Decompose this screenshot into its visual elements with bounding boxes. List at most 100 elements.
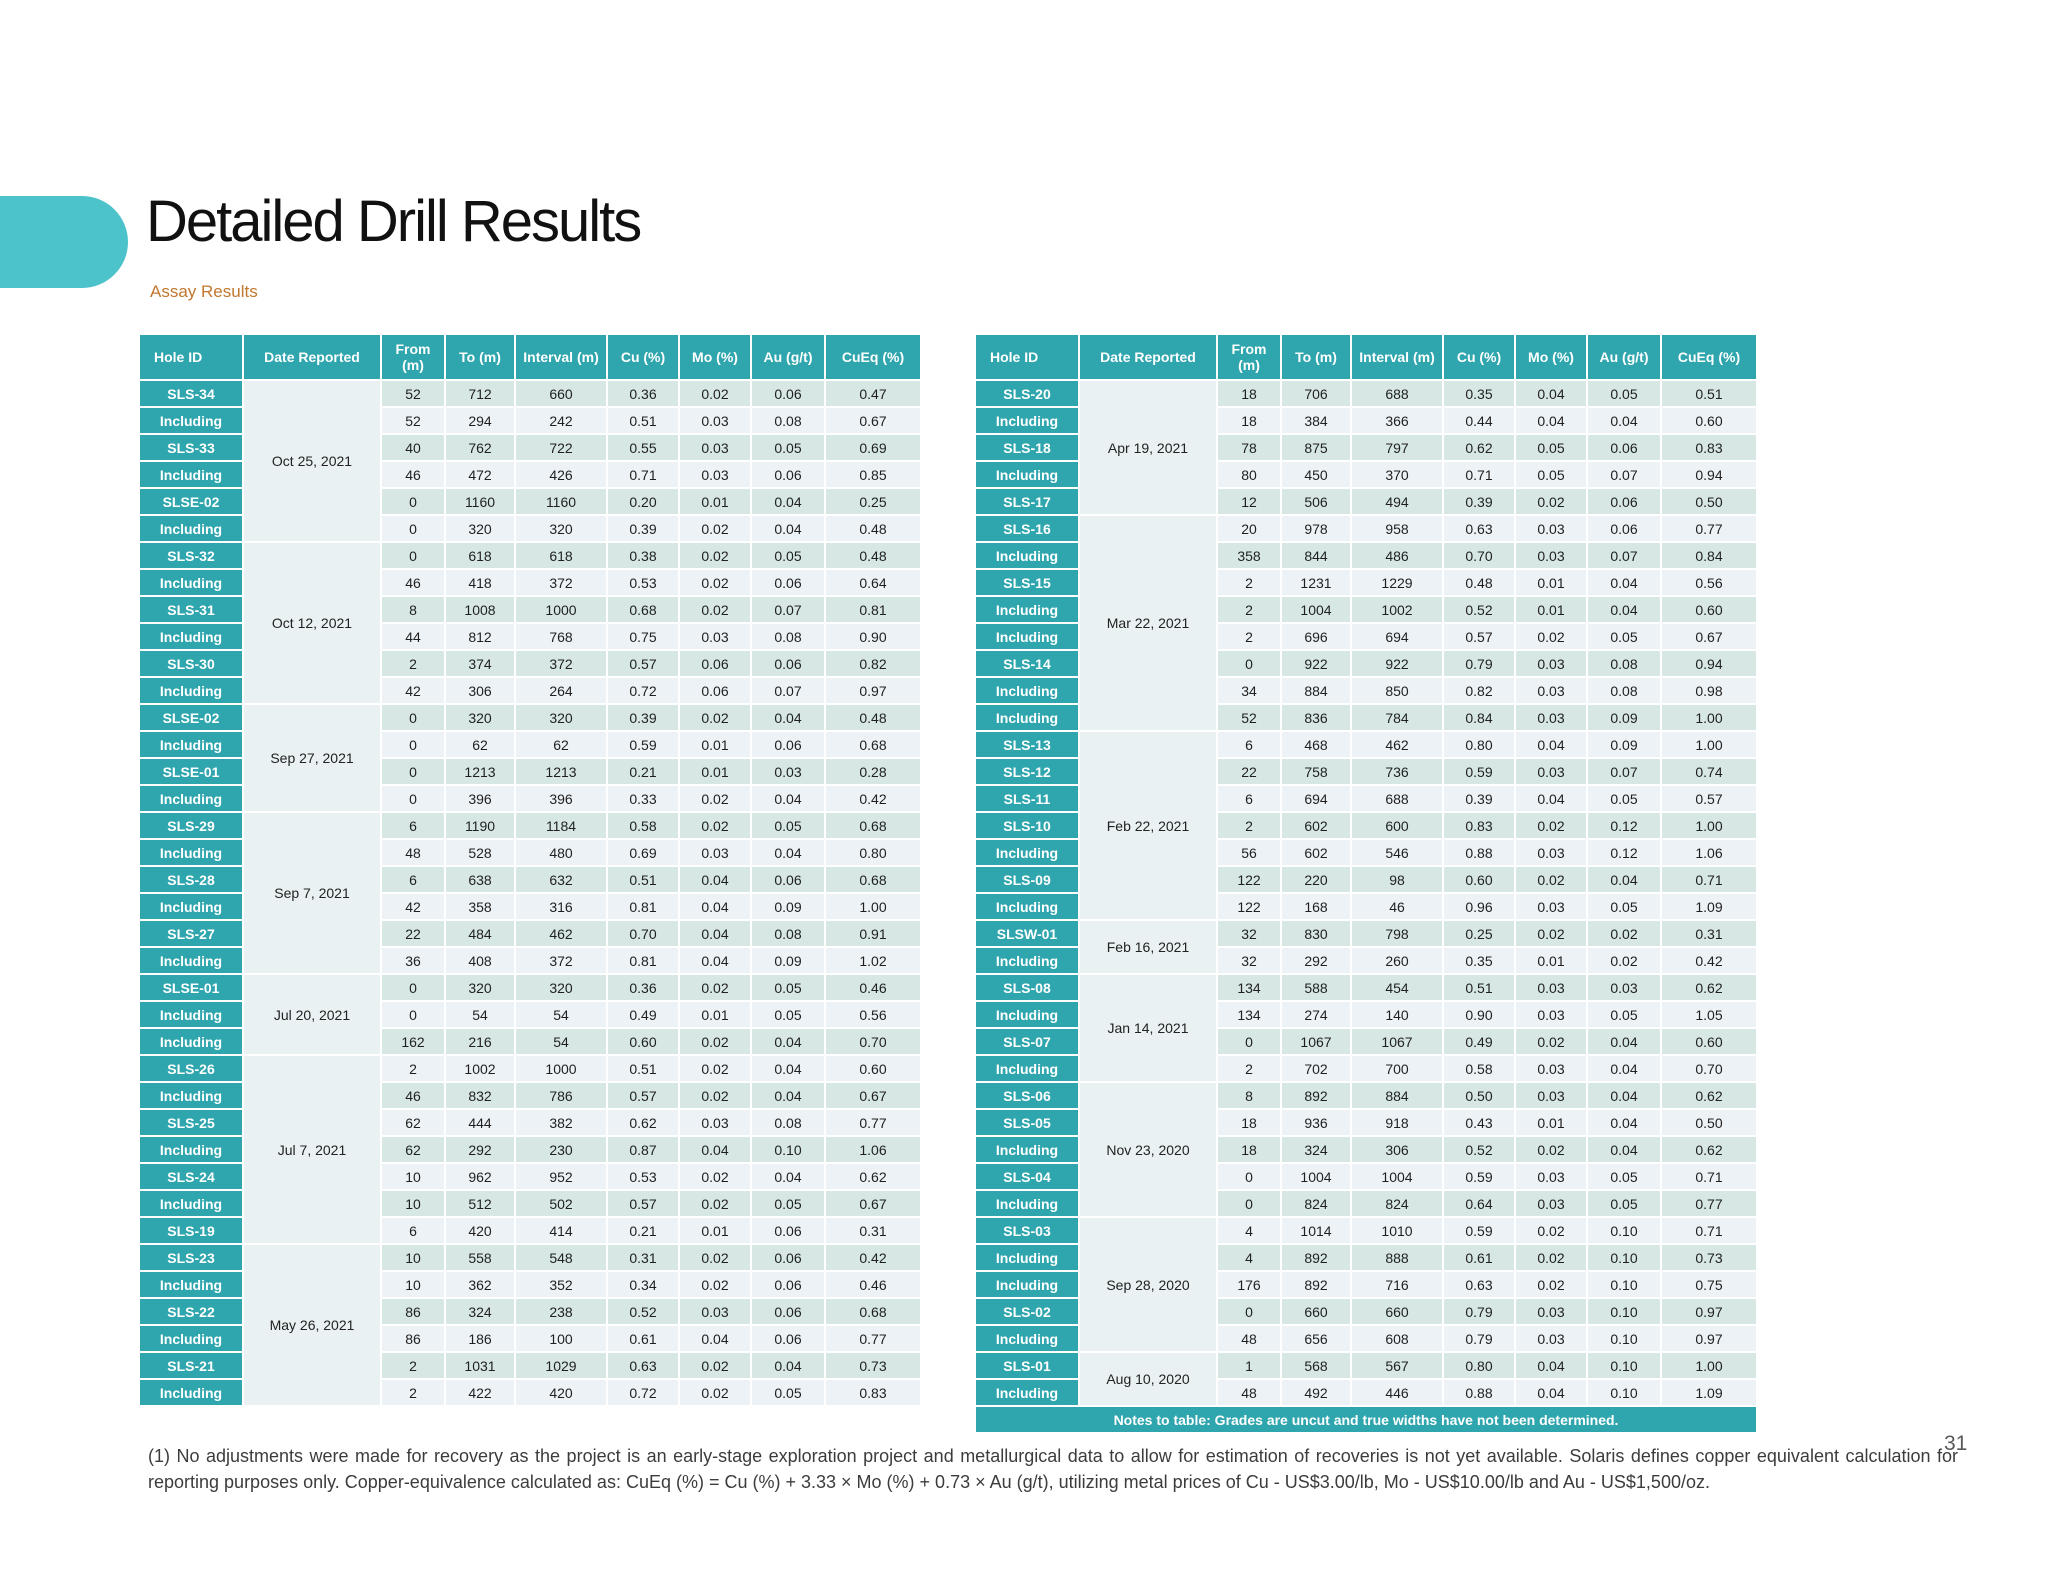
column-header: Interval (m) bbox=[516, 335, 606, 379]
value-cell: 0.64 bbox=[1444, 1191, 1514, 1216]
value-cell: 0.39 bbox=[1444, 786, 1514, 811]
value-cell: 62 bbox=[382, 1110, 444, 1135]
value-cell: 0.63 bbox=[1444, 516, 1514, 541]
value-cell: 0.52 bbox=[608, 1299, 678, 1324]
table-row: SLS-04 0 1004 1004 0.59 0.03 0.05 0.71 bbox=[976, 1164, 1756, 1189]
table-row: SLS-24 10 962 952 0.53 0.02 0.04 0.62 bbox=[140, 1164, 920, 1189]
hole-id-cell: SLSE-02 bbox=[140, 705, 242, 730]
value-cell: 892 bbox=[1282, 1083, 1350, 1108]
value-cell: 0.38 bbox=[608, 543, 678, 568]
hole-id-cell: Including bbox=[976, 705, 1078, 730]
table-row: SLS-26 Jul 7, 2021 2 1002 1000 0.51 0.02 0.04 0.… bbox=[140, 1056, 920, 1243]
value-cell: 134 bbox=[1218, 1002, 1280, 1027]
value-cell: 0.01 bbox=[680, 1218, 750, 1243]
value-cell: 324 bbox=[446, 1299, 514, 1324]
value-cell: 758 bbox=[1282, 759, 1350, 784]
value-cell: 0.21 bbox=[608, 1218, 678, 1243]
value-cell: 10 bbox=[382, 1164, 444, 1189]
value-cell: 46 bbox=[382, 1083, 444, 1108]
value-cell: 0.05 bbox=[1516, 435, 1586, 460]
table-row: SLS-01 Aug 10, 2020 1 568 567 0.80 0.04 0.10 1.0… bbox=[976, 1353, 1756, 1405]
value-cell: 0.06 bbox=[752, 462, 824, 487]
value-cell: 688 bbox=[1352, 786, 1442, 811]
value-cell: 0.08 bbox=[752, 624, 824, 649]
table-row: Including 2 696 694 0.57 0.02 0.05 0.67 bbox=[976, 624, 1756, 649]
value-cell: 0.58 bbox=[1444, 1056, 1514, 1081]
table-row: SLSE-01 0 1213 1213 0.21 0.01 0.03 0.28 bbox=[140, 759, 920, 784]
value-cell: 0.04 bbox=[1516, 786, 1586, 811]
value-cell: 4 bbox=[1218, 1245, 1280, 1270]
value-cell: 700 bbox=[1352, 1056, 1442, 1081]
value-cell: 0 bbox=[382, 786, 444, 811]
column-header: Hole ID bbox=[140, 335, 242, 379]
date-cell: Feb 16, 2021 bbox=[1080, 921, 1216, 973]
hole-id-cell: Including bbox=[140, 570, 242, 595]
value-cell: 0.06 bbox=[1588, 435, 1660, 460]
column-header: From (m) bbox=[1218, 335, 1280, 379]
column-header: Au (g/t) bbox=[1588, 335, 1660, 379]
value-cell: 0.52 bbox=[1444, 597, 1514, 622]
page-title: Detailed Drill Results bbox=[146, 189, 642, 254]
value-cell: 220 bbox=[1282, 867, 1350, 892]
value-cell: 618 bbox=[516, 543, 606, 568]
value-cell: 62 bbox=[382, 1137, 444, 1162]
value-cell: 0.88 bbox=[1444, 840, 1514, 865]
hole-id-cell: Including bbox=[976, 597, 1078, 622]
value-cell: 0.03 bbox=[1516, 678, 1586, 703]
value-cell: 0.80 bbox=[1444, 1353, 1514, 1378]
value-cell: 420 bbox=[446, 1218, 514, 1243]
value-cell: 798 bbox=[1352, 921, 1442, 946]
value-cell: 0.80 bbox=[826, 840, 920, 865]
value-cell: 0.10 bbox=[752, 1137, 824, 1162]
value-cell: 0.01 bbox=[1516, 1110, 1586, 1135]
value-cell: 0.72 bbox=[608, 678, 678, 703]
value-cell: 0.42 bbox=[1662, 948, 1756, 973]
table-row: Including 44 812 768 0.75 0.03 0.08 0.90 bbox=[140, 624, 920, 649]
value-cell: 10 bbox=[382, 1191, 444, 1216]
value-cell: 396 bbox=[516, 786, 606, 811]
column-header: Au (g/t) bbox=[752, 335, 824, 379]
hole-id-cell: SLS-23 bbox=[140, 1245, 242, 1270]
value-cell: 186 bbox=[446, 1326, 514, 1351]
value-cell: 306 bbox=[1352, 1137, 1442, 1162]
value-cell: 0.68 bbox=[826, 813, 920, 838]
table-row: SLS-02 0 660 660 0.79 0.03 0.10 0.97 bbox=[976, 1299, 1756, 1324]
table-row: Including 80 450 370 0.71 0.05 0.07 0.94 bbox=[976, 462, 1756, 487]
value-cell: 0.70 bbox=[1662, 1056, 1756, 1081]
hole-id-cell: Including bbox=[976, 678, 1078, 703]
value-cell: 0.10 bbox=[1588, 1218, 1660, 1243]
value-cell: 0.57 bbox=[608, 1083, 678, 1108]
value-cell: 420 bbox=[516, 1380, 606, 1405]
column-header: Mo (%) bbox=[680, 335, 750, 379]
value-cell: 0.53 bbox=[608, 570, 678, 595]
value-cell: 0.01 bbox=[1516, 948, 1586, 973]
value-cell: 0.06 bbox=[752, 570, 824, 595]
value-cell: 294 bbox=[446, 408, 514, 433]
value-cell: 2 bbox=[382, 1353, 444, 1378]
value-cell: 370 bbox=[1352, 462, 1442, 487]
value-cell: 0 bbox=[382, 543, 444, 568]
value-cell: 86 bbox=[382, 1299, 444, 1324]
value-cell: 0.59 bbox=[1444, 759, 1514, 784]
value-cell: 56 bbox=[1218, 840, 1280, 865]
value-cell: 824 bbox=[1282, 1191, 1350, 1216]
value-cell: 0.67 bbox=[826, 1191, 920, 1216]
value-cell: 1002 bbox=[446, 1056, 514, 1081]
value-cell: 0.77 bbox=[1662, 516, 1756, 541]
date-cell: May 26, 2021 bbox=[244, 1245, 380, 1405]
value-cell: 324 bbox=[1282, 1137, 1350, 1162]
hole-id-cell: Including bbox=[140, 1137, 242, 1162]
value-cell: 0.05 bbox=[1588, 1164, 1660, 1189]
table-row: Including 46 418 372 0.53 0.02 0.06 0.64 bbox=[140, 570, 920, 595]
hole-id-cell: SLS-01 bbox=[976, 1353, 1078, 1378]
value-cell: 0.04 bbox=[1588, 867, 1660, 892]
value-cell: 1184 bbox=[516, 813, 606, 838]
table-row: Including 0 320 320 0.39 0.02 0.04 0.48 bbox=[140, 516, 920, 541]
value-cell: 1067 bbox=[1352, 1029, 1442, 1054]
value-cell: 0.51 bbox=[1662, 381, 1756, 406]
date-cell: Nov 23, 2020 bbox=[1080, 1083, 1216, 1216]
table-row: Including 0 54 54 0.49 0.01 0.05 0.56 bbox=[140, 1002, 920, 1027]
hole-id-cell: SLSE-02 bbox=[140, 489, 242, 514]
date-cell: Aug 10, 2020 bbox=[1080, 1353, 1216, 1405]
table-row: Including 48 656 608 0.79 0.03 0.10 0.97 bbox=[976, 1326, 1756, 1351]
